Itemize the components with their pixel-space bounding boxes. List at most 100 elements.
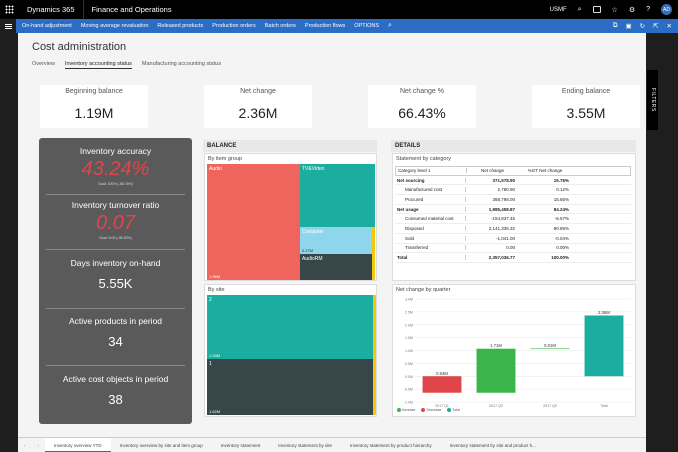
- bar[interactable]: [530, 348, 570, 350]
- column-header[interactable]: Net change: [466, 168, 518, 174]
- active-products-card[interactable]: Active products in period 34: [46, 316, 185, 349]
- column-header[interactable]: %GT Net change: [527, 168, 563, 174]
- active-cost-objects-card[interactable]: Active cost objects in period 38: [46, 374, 185, 407]
- inventory-accuracy-card[interactable]: Inventory accuracy 43.24% Goal: 100% (-5…: [46, 146, 185, 186]
- filters-pane-toggle[interactable]: FILTERS: [647, 70, 658, 130]
- table-title: Statement by category: [396, 156, 452, 162]
- refresh-icon[interactable]: ↻: [639, 23, 646, 30]
- bar[interactable]: [422, 376, 462, 393]
- tab-manufacturing-accounting[interactable]: Manufacturing accounting status: [141, 61, 222, 67]
- table-cell: Consumed material cost: [405, 216, 454, 222]
- table-row[interactable]: Procured 368,798.00 15.65%: [395, 195, 631, 205]
- nav-batch-orders[interactable]: Batch orders: [264, 23, 296, 29]
- bar[interactable]: [476, 348, 516, 393]
- divider: [46, 365, 185, 366]
- table-cell: 15.65%: [553, 196, 569, 202]
- table-cell: -0.04%: [554, 235, 569, 241]
- office-icon[interactable]: ▣: [625, 23, 632, 30]
- kpi-value: 66.43%: [398, 105, 446, 121]
- workspace: Cost administration Overview Inventory a…: [18, 33, 646, 452]
- treemap-tile-audio[interactable]: Audio 1.96M: [207, 164, 300, 280]
- left-nav-rail: [0, 33, 18, 452]
- treemap-tile-tvvideo[interactable]: TV&Video: [300, 164, 375, 227]
- bar[interactable]: [584, 315, 624, 377]
- turnover-ratio-card[interactable]: Inventory turnover ratio 0.07 Goal: 5.00…: [46, 200, 185, 240]
- divider: [46, 194, 185, 195]
- table-cell: Net sourcing: [397, 177, 425, 183]
- column-header[interactable]: Category level 1: [398, 168, 431, 174]
- legend-item[interactable]: Decrease: [421, 408, 441, 412]
- report-tab-overview-ytd[interactable]: Inventory overview YTD: [45, 437, 111, 452]
- nav-onhand-adjustment[interactable]: On-hand adjustment: [22, 23, 72, 29]
- treemap-tile-site-2[interactable]: 2 1.93M: [207, 295, 373, 359]
- gear-icon[interactable]: ⚙: [628, 6, 636, 14]
- help-icon[interactable]: ?: [646, 6, 650, 13]
- report-tab-overview-site-group[interactable]: Inventory overview by site and item grou…: [119, 442, 203, 448]
- x-tick-label: Total: [600, 404, 608, 408]
- app-name[interactable]: Dynamics 365: [19, 0, 84, 19]
- tile-value: 1.96M: [209, 274, 221, 279]
- legend-label: Total: [452, 407, 460, 412]
- table-row[interactable]: Disposed 2,141,335.32 90.85%: [395, 224, 631, 234]
- table-row[interactable]: Consumed material cost -154,837.45 -6.57%: [395, 214, 631, 225]
- table-cell: Procured: [405, 196, 424, 202]
- legend-swatch: [421, 408, 426, 412]
- close-icon[interactable]: ✕: [666, 23, 672, 30]
- report-tab-statement[interactable]: Inventory statement: [220, 442, 261, 448]
- report-tab-statement-site[interactable]: Inventory statement by site: [278, 442, 333, 448]
- star-icon[interactable]: ☆: [611, 6, 618, 14]
- nav-production-flows[interactable]: Production flows: [304, 23, 346, 29]
- table-row[interactable]: Net sourcing 371,578.90 15.76%: [395, 176, 631, 186]
- tab-inventory-accounting[interactable]: Inventory accounting status: [64, 61, 132, 69]
- search-icon[interactable]: ⌕: [577, 5, 582, 13]
- kpi-label: Net change %: [400, 88, 444, 95]
- treemap-tile-other-site[interactable]: [373, 295, 376, 415]
- company-picker[interactable]: USMF: [549, 6, 567, 13]
- message-icon[interactable]: [592, 6, 601, 13]
- net-change-chart-card[interactable]: Net change by quarter 3.0M 2.5M 2.0M 1.5M 1.…: [392, 284, 636, 417]
- by-item-group-treemap[interactable]: By item group Audio 1.96M TV&Video Compu…: [204, 153, 377, 281]
- report-tab-statement-site-product[interactable]: Inventory statement by site and product …: [449, 442, 536, 448]
- table-cell: Manufactured cost: [405, 187, 443, 193]
- metric-value: 0.07: [96, 212, 135, 234]
- nav-released-products[interactable]: Released products: [157, 23, 204, 29]
- tab-overview[interactable]: Overview: [32, 61, 55, 67]
- app-launcher-icon[interactable]: [0, 0, 19, 19]
- kpi-beginning-balance: Beginning balance 1.19M: [40, 85, 148, 128]
- tile-label: TV&Video: [302, 166, 325, 172]
- days-on-hand-card[interactable]: Days inventory on-hand 5.55K: [46, 258, 185, 291]
- legend-item[interactable]: Total: [447, 407, 460, 412]
- action-search-icon[interactable]: ⌕: [388, 22, 392, 29]
- metric-value: 34: [108, 334, 123, 349]
- table-row[interactable]: Transferred 0.00 0.00%: [395, 244, 631, 254]
- legend-item[interactable]: Increase: [397, 408, 415, 412]
- metric-goal: Goal: 5.00 (-98.53%): [99, 236, 132, 240]
- table-row[interactable]: Net usage 1,985,458.87 84.24%: [395, 205, 631, 215]
- hamburger-icon[interactable]: [0, 19, 16, 33]
- link-icon[interactable]: ⧉: [612, 22, 618, 29]
- report-tab-statement-hierarchy[interactable]: Inventory statement by product hierarchy: [350, 442, 432, 448]
- nav-production-orders[interactable]: Production orders: [212, 23, 256, 29]
- metric-value: 38: [108, 392, 123, 407]
- table-row[interactable]: Total 2,357,036.77 100.00%: [395, 253, 631, 263]
- treemap-tile-audiorm[interactable]: AudioRM: [300, 254, 372, 280]
- by-site-treemap[interactable]: By site 2 1.93M 1 1.62M: [204, 284, 377, 417]
- tab-scroll-left-icon[interactable]: ‹: [24, 442, 26, 448]
- nav-moving-average[interactable]: Moving average revaluation: [80, 23, 149, 29]
- chart-legend: Increase Decrease Total: [397, 408, 460, 412]
- treemap-tile-other[interactable]: [372, 227, 375, 280]
- report-tabs: ‹ › Inventory overview YTD Inventory ove…: [18, 437, 646, 452]
- treemap-tile-site-1[interactable]: 1 1.62M: [207, 359, 373, 415]
- table-cell: Sold: [405, 235, 415, 241]
- table-cell: 1,985,458.87: [465, 206, 517, 212]
- tab-scroll-right-icon[interactable]: ›: [37, 442, 40, 448]
- waterfall-chart[interactable]: 3.0M 2.5M 2.0M 1.5M 1.0M 0.5M 0.0M -0.5M -1.0M 0.…: [393, 285, 635, 416]
- kpi-value: 2.36M: [238, 105, 278, 121]
- nav-options[interactable]: OPTIONS: [354, 23, 380, 29]
- table-row[interactable]: Manufactured cost 2,780.90 0.12%: [395, 185, 631, 196]
- table-cell: 368,798.00: [465, 196, 517, 202]
- avatar[interactable]: AD: [661, 4, 672, 15]
- popout-icon[interactable]: ⇱: [653, 23, 659, 30]
- table-row[interactable]: Sold -1,041.00 -0.04%: [395, 234, 631, 244]
- treemap-tile-computer[interactable]: Computer 0.27M: [300, 227, 372, 254]
